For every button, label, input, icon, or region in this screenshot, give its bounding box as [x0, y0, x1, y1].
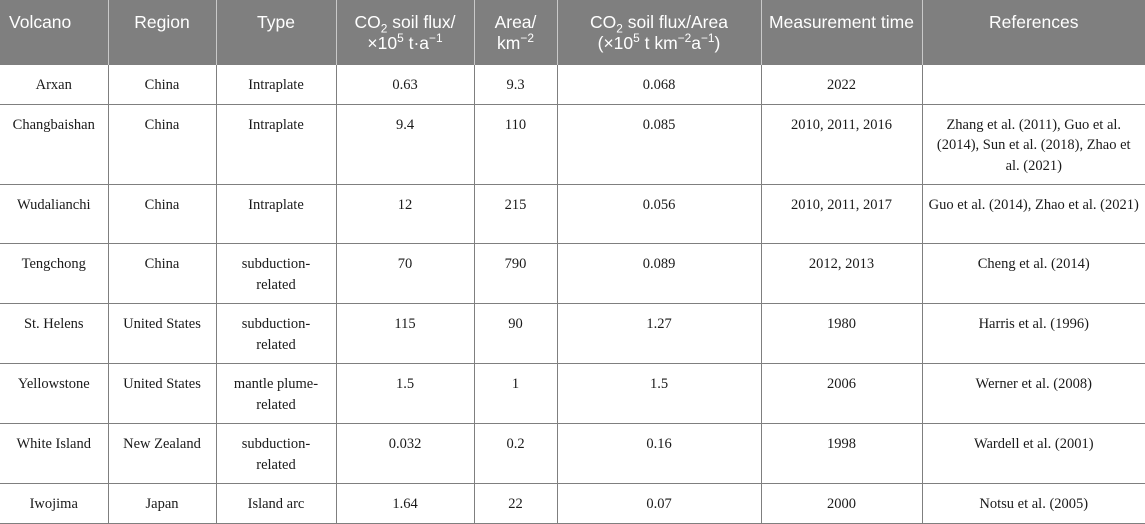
cell-volcano: Changbaishan [0, 103, 109, 185]
cell-area: 110 [473, 103, 558, 185]
cell-volcano: Iwojima [0, 483, 109, 524]
cell-type: Intraplate [215, 103, 337, 185]
cell-co2-flux: 9.4 [335, 103, 475, 185]
cell-references: Guo et al. (2014), Zhao et al. (2021) [921, 184, 1145, 244]
table-row: St. Helens United States subduction-rela… [0, 303, 1145, 364]
cell-measurement-time: 2012, 2013 [760, 243, 923, 304]
table-row: Iwojima Japan Island arc 1.64 22 0.07 20… [0, 483, 1145, 524]
cell-area: 90 [473, 303, 558, 364]
table-row: Tengchong China subduction-related 70 79… [0, 243, 1145, 304]
table-row: White Island New Zealand subduction-rela… [0, 423, 1145, 484]
cell-flux-per-area: 0.089 [556, 243, 762, 304]
cell-region: China [107, 243, 217, 304]
cell-volcano: St. Helens [0, 303, 109, 364]
header-co2-soil-flux: CO2 soil flux/×105 t·a−1 [335, 0, 474, 65]
cell-measurement-time: 1998 [760, 423, 923, 484]
cell-type: Intraplate [215, 184, 337, 244]
cell-flux-per-area: 0.085 [556, 103, 762, 185]
cell-volcano: Arxan [0, 64, 109, 105]
cell-references: Notsu et al. (2005) [921, 483, 1145, 524]
cell-measurement-time: 2010, 2011, 2016 [760, 103, 923, 185]
header-co2-flux-per-area: CO2 soil flux/Area (×105 t km−2a−1) [556, 0, 761, 65]
header-area: Area/km−2 [473, 0, 557, 65]
cell-area: 215 [473, 184, 558, 244]
header-type: Type [215, 0, 336, 65]
cell-flux-per-area: 0.056 [556, 184, 762, 244]
cell-co2-flux: 0.032 [335, 423, 475, 484]
cell-references: Wardell et al. (2001) [921, 423, 1145, 484]
cell-measurement-time: 1980 [760, 303, 923, 364]
cell-volcano: Tengchong [0, 243, 109, 304]
cell-references: Werner et al. (2008) [921, 363, 1145, 424]
cell-measurement-time: 2006 [760, 363, 923, 424]
cell-references: Harris et al. (1996) [921, 303, 1145, 364]
cell-flux-per-area: 0.07 [556, 483, 762, 524]
cell-flux-per-area: 1.5 [556, 363, 762, 424]
cell-type: mantle plume-related [215, 363, 337, 424]
cell-volcano: White Island [0, 423, 109, 484]
cell-area: 790 [473, 243, 558, 304]
cell-type: subduction-related [215, 303, 337, 364]
cell-region: China [107, 103, 217, 185]
cell-co2-flux: 1.5 [335, 363, 475, 424]
cell-region: China [107, 184, 217, 244]
cell-co2-flux: 12 [335, 184, 475, 244]
cell-type: Intraplate [215, 64, 337, 105]
cell-type: Island arc [215, 483, 337, 524]
cell-region: China [107, 64, 217, 105]
cell-area: 9.3 [473, 64, 558, 105]
cell-area: 0.2 [473, 423, 558, 484]
header-volcano: Volcano [0, 0, 108, 65]
cell-area: 1 [473, 363, 558, 424]
cell-type: subduction-related [215, 243, 337, 304]
cell-references: Cheng et al. (2014) [921, 243, 1145, 304]
table-row: Changbaishan China Intraplate 9.4 110 0.… [0, 103, 1145, 185]
cell-co2-flux: 0.63 [335, 64, 475, 105]
cell-volcano: Wudalianchi [0, 184, 109, 244]
cell-references [921, 64, 1145, 105]
header-row: Volcano Region Type CO2 soil flux/×105 t… [0, 0, 1145, 65]
cell-flux-per-area: 0.16 [556, 423, 762, 484]
cell-measurement-time: 2022 [760, 64, 923, 105]
cell-references: Zhang et al. (2011), Guo et al. (2014), … [921, 103, 1145, 185]
table-row: Yellowstone United States mantle plume-r… [0, 363, 1145, 424]
header-measurement-time: Measurement time [760, 0, 922, 65]
cell-region: Japan [107, 483, 217, 524]
header-references: References [921, 0, 1145, 65]
cell-co2-flux: 70 [335, 243, 475, 304]
cell-measurement-time: 2010, 2011, 2017 [760, 184, 923, 244]
cell-region: New Zealand [107, 423, 217, 484]
header-region: Region [107, 0, 216, 65]
cell-measurement-time: 2000 [760, 483, 923, 524]
cell-area: 22 [473, 483, 558, 524]
cell-flux-per-area: 0.068 [556, 64, 762, 105]
cell-region: United States [107, 363, 217, 424]
cell-flux-per-area: 1.27 [556, 303, 762, 364]
cell-volcano: Yellowstone [0, 363, 109, 424]
table-row: Wudalianchi China Intraplate 12 215 0.05… [0, 184, 1145, 244]
table-row: Arxan China Intraplate 0.63 9.3 0.068 20… [0, 64, 1145, 105]
cell-region: United States [107, 303, 217, 364]
cell-type: subduction-related [215, 423, 337, 484]
cell-co2-flux: 1.64 [335, 483, 475, 524]
cell-co2-flux: 115 [335, 303, 475, 364]
